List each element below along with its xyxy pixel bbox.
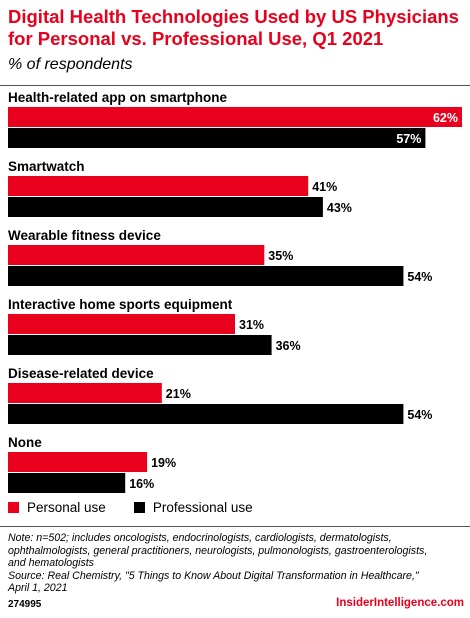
bar-personal — [8, 245, 265, 265]
legend-item-professional: Professional use — [133, 500, 253, 515]
data-label: 16% — [129, 477, 154, 491]
data-label: 35% — [268, 249, 293, 263]
data-label: 31% — [239, 318, 264, 332]
chart-title-line-2: for Personal vs. Professional Use, Q1 20… — [8, 28, 384, 49]
data-label: 19% — [151, 456, 176, 470]
legend-swatch-personal — [8, 502, 19, 513]
legend-label-professional: Professional use — [152, 500, 253, 515]
data-label: 41% — [312, 180, 337, 194]
category-label: Health-related app on smartphone — [8, 90, 228, 105]
legend-item-personal: Personal use — [8, 500, 106, 515]
data-label: 62% — [433, 111, 458, 125]
legend-label-personal: Personal use — [27, 500, 106, 515]
data-label: 54% — [407, 408, 432, 422]
bar-professional — [8, 128, 426, 148]
bar-professional — [8, 197, 323, 217]
bar-personal — [8, 314, 235, 334]
bar-professional — [8, 473, 126, 493]
source-line: April 1, 2021 — [8, 582, 68, 595]
footnote-line: and hematologists — [8, 557, 94, 570]
bar-personal — [8, 383, 162, 403]
chart-title: Digital Health Technologies Used by US P… — [8, 6, 468, 50]
data-label: 57% — [396, 132, 421, 146]
footnote-line: ophthalmologists, general practitioners,… — [8, 544, 428, 557]
category-label: Interactive home sports equipment — [8, 297, 233, 312]
bar-professional — [8, 404, 404, 424]
category-label: Wearable fitness device — [8, 228, 161, 243]
data-label: 43% — [327, 201, 352, 215]
top-divider — [0, 85, 470, 86]
category-label: Disease-related device — [8, 366, 154, 381]
chart-title-line-1: Digital Health Technologies Used by US P… — [8, 6, 459, 27]
bottom-divider — [0, 526, 470, 527]
category-label: Smartwatch — [8, 159, 85, 174]
data-label: 36% — [276, 339, 301, 353]
bar-professional — [8, 335, 272, 355]
legend: Personal use Professional use — [8, 500, 281, 515]
source-line: Source: Real Chemistry, "5 Things to Kno… — [8, 569, 419, 582]
bar-personal — [8, 452, 148, 472]
footnote-line: Note: n=502; includes oncologists, endoc… — [8, 532, 392, 544]
footnote: Note: n=502; includes oncologists, endoc… — [8, 532, 466, 595]
bar-chart: Health-related app on smartphone 62% 57% Sm… — [8, 90, 462, 493]
bar-personal — [8, 107, 462, 127]
bar-professional — [8, 266, 404, 286]
chart-subtitle: % of respondents — [8, 56, 133, 73]
data-label: 54% — [407, 270, 432, 284]
legend-swatch-professional — [133, 502, 145, 513]
category-label: None — [8, 435, 42, 450]
data-label: 21% — [166, 387, 191, 401]
brand-link[interactable]: InsiderIntelligence.com — [336, 597, 464, 609]
chart-id: 274995 — [8, 599, 42, 610]
bar-personal — [8, 176, 309, 196]
